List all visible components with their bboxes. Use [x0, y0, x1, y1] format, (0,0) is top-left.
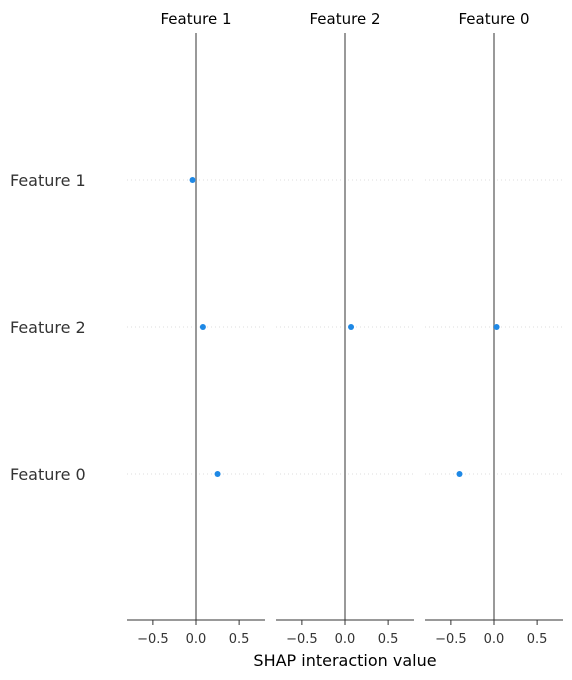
data-point — [214, 471, 221, 477]
x-tick-label: −0.5 — [286, 632, 318, 647]
panel-title: Feature 2 — [310, 10, 381, 28]
panel: Feature 2 −0.5 0.0 0.5 — [276, 10, 414, 647]
x-tick-label: 0.0 — [484, 632, 505, 647]
x-axis-title: SHAP interaction value — [253, 651, 436, 670]
x-tick-label: −0.5 — [435, 632, 467, 647]
panel-title: Feature 1 — [161, 10, 232, 28]
row-label: Feature 1 — [10, 171, 86, 190]
x-tick-label: 0.5 — [527, 632, 548, 647]
data-point — [456, 471, 463, 477]
x-tick-label: −0.5 — [137, 632, 169, 647]
x-tick-label: 0.5 — [378, 632, 399, 647]
x-tick-label: 0.0 — [335, 632, 356, 647]
panel: Feature 1 −0.5 0.0 0.5 — [127, 10, 265, 647]
x-tick-label: 0.0 — [186, 632, 207, 647]
x-tick-label: 0.5 — [229, 632, 250, 647]
data-point — [348, 324, 355, 330]
data-point — [493, 324, 500, 330]
data-point — [189, 177, 196, 183]
panel-title: Feature 0 — [459, 10, 530, 28]
row-labels: Feature 1 Feature 2 Feature 0 — [10, 171, 86, 484]
row-label: Feature 0 — [10, 465, 86, 484]
row-label: Feature 2 — [10, 318, 86, 337]
panel: Feature 0 −0.5 0.0 0.5 — [425, 10, 563, 647]
data-point — [199, 324, 206, 330]
